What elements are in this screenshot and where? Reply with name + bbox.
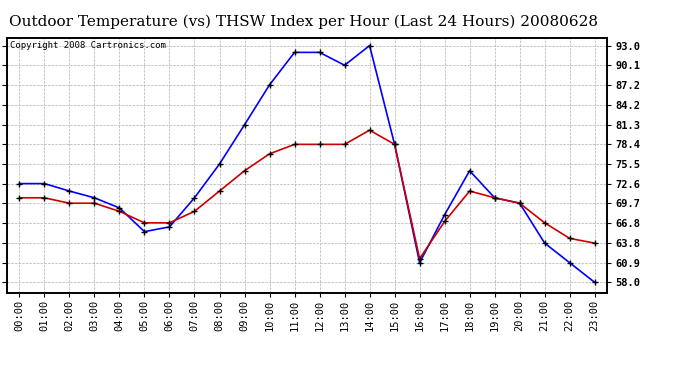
Text: Outdoor Temperature (vs) THSW Index per Hour (Last 24 Hours) 20080628: Outdoor Temperature (vs) THSW Index per … [9, 15, 598, 29]
Text: Copyright 2008 Cartronics.com: Copyright 2008 Cartronics.com [10, 41, 166, 50]
